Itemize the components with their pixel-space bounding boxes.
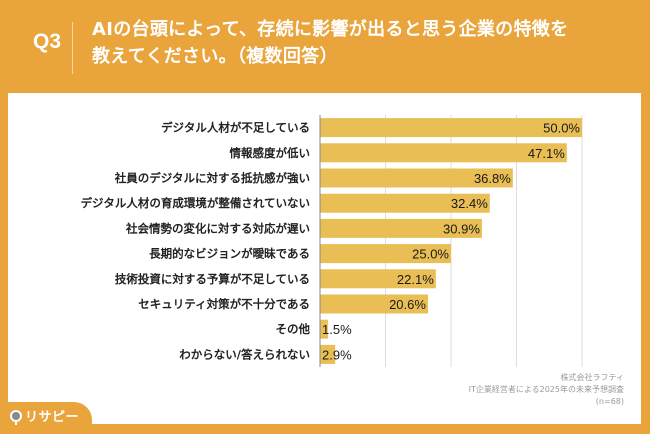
value-labels: 50.0% 47.1% 36.8% 32.4% 30.9% 25.0% 22.1% 20.6%… (322, 121, 580, 363)
category-label: わからない/答えられない (179, 347, 310, 361)
value-label: 30.9% (443, 221, 480, 236)
source-survey: IT企業経営者による2025年の未来予想調査 (468, 385, 624, 394)
source-sample: (n=68) (595, 397, 624, 406)
bars (320, 118, 582, 364)
value-label: 25.0% (412, 247, 449, 262)
value-label: 22.1% (397, 272, 434, 287)
bar (320, 319, 328, 339)
header: Q3 AIの台頭によって、存続に影響が出ると思う企業の特徴を 教えてください。（… (0, 0, 650, 93)
logo-text: リサピー (25, 410, 80, 425)
category-labels: デジタル人材が不足している情報感度が低い社員のデジタルに対する抵抗感が強いデジタ… (81, 121, 311, 362)
header-divider (72, 22, 73, 74)
logo: リサピー (10, 406, 79, 425)
category-label: その他 (276, 322, 311, 336)
source-note: 株式会社ラフティ IT企業経営者による2025年の未来予想調査 (n=68) (469, 372, 624, 408)
question-number: Q3 (32, 30, 61, 53)
category-label: 情報感度が低い (229, 146, 311, 160)
category-label: セキュリティ対策が不十分である (138, 297, 310, 311)
category-label: デジタル人材の育成環境が整備されていない (81, 196, 310, 210)
category-label: デジタル人材が不足している (161, 121, 310, 135)
bar (320, 244, 451, 264)
bar (320, 218, 482, 238)
value-label: 32.4% (451, 196, 488, 211)
bar (320, 168, 513, 188)
map-pin-icon (10, 409, 22, 425)
category-label: 長期的なビジョンが曖昧である (149, 247, 310, 261)
value-label: 36.8% (474, 171, 511, 186)
value-label: 2.9% (322, 347, 352, 362)
value-label: 1.5% (322, 322, 352, 337)
category-label: 技術投資に対する予算が不足している (115, 272, 310, 286)
source-company: 株式会社ラフティ (560, 373, 624, 382)
bar (320, 118, 582, 138)
question-title: AIの台頭によって、存続に影響が出ると思う企業の特徴を 教えてください。（複数回… (92, 16, 632, 70)
bar (320, 294, 428, 314)
bar (320, 193, 490, 213)
category-label: 社会情勢の変化に対する対応が遅い (125, 221, 310, 235)
value-label: 50.0% (543, 121, 580, 136)
category-label: 社員のデジタルに対する抵抗感が強い (114, 171, 310, 185)
bar (320, 269, 436, 289)
bar (320, 344, 336, 364)
bar (320, 143, 567, 163)
value-label: 47.1% (528, 146, 565, 161)
value-label: 20.6% (389, 297, 426, 312)
question-title-line1: AIの台頭によって、存続に影響が出ると思う企業の特徴を (92, 19, 569, 40)
question-title-line2: 教えてください。（複数回答） (92, 46, 338, 67)
